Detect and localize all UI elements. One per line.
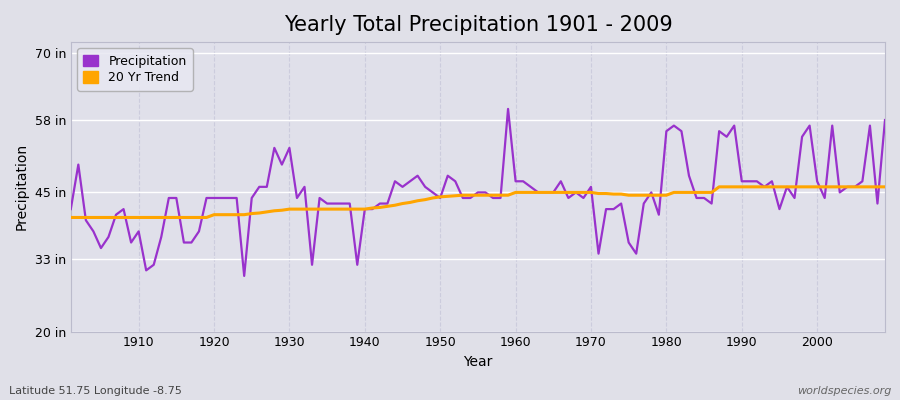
Title: Yearly Total Precipitation 1901 - 2009: Yearly Total Precipitation 1901 - 2009 <box>284 15 672 35</box>
X-axis label: Year: Year <box>464 355 492 369</box>
Text: Latitude 51.75 Longitude -8.75: Latitude 51.75 Longitude -8.75 <box>9 386 182 396</box>
Text: worldspecies.org: worldspecies.org <box>796 386 891 396</box>
Y-axis label: Precipitation: Precipitation <box>15 143 29 230</box>
Legend: Precipitation, 20 Yr Trend: Precipitation, 20 Yr Trend <box>77 48 193 91</box>
